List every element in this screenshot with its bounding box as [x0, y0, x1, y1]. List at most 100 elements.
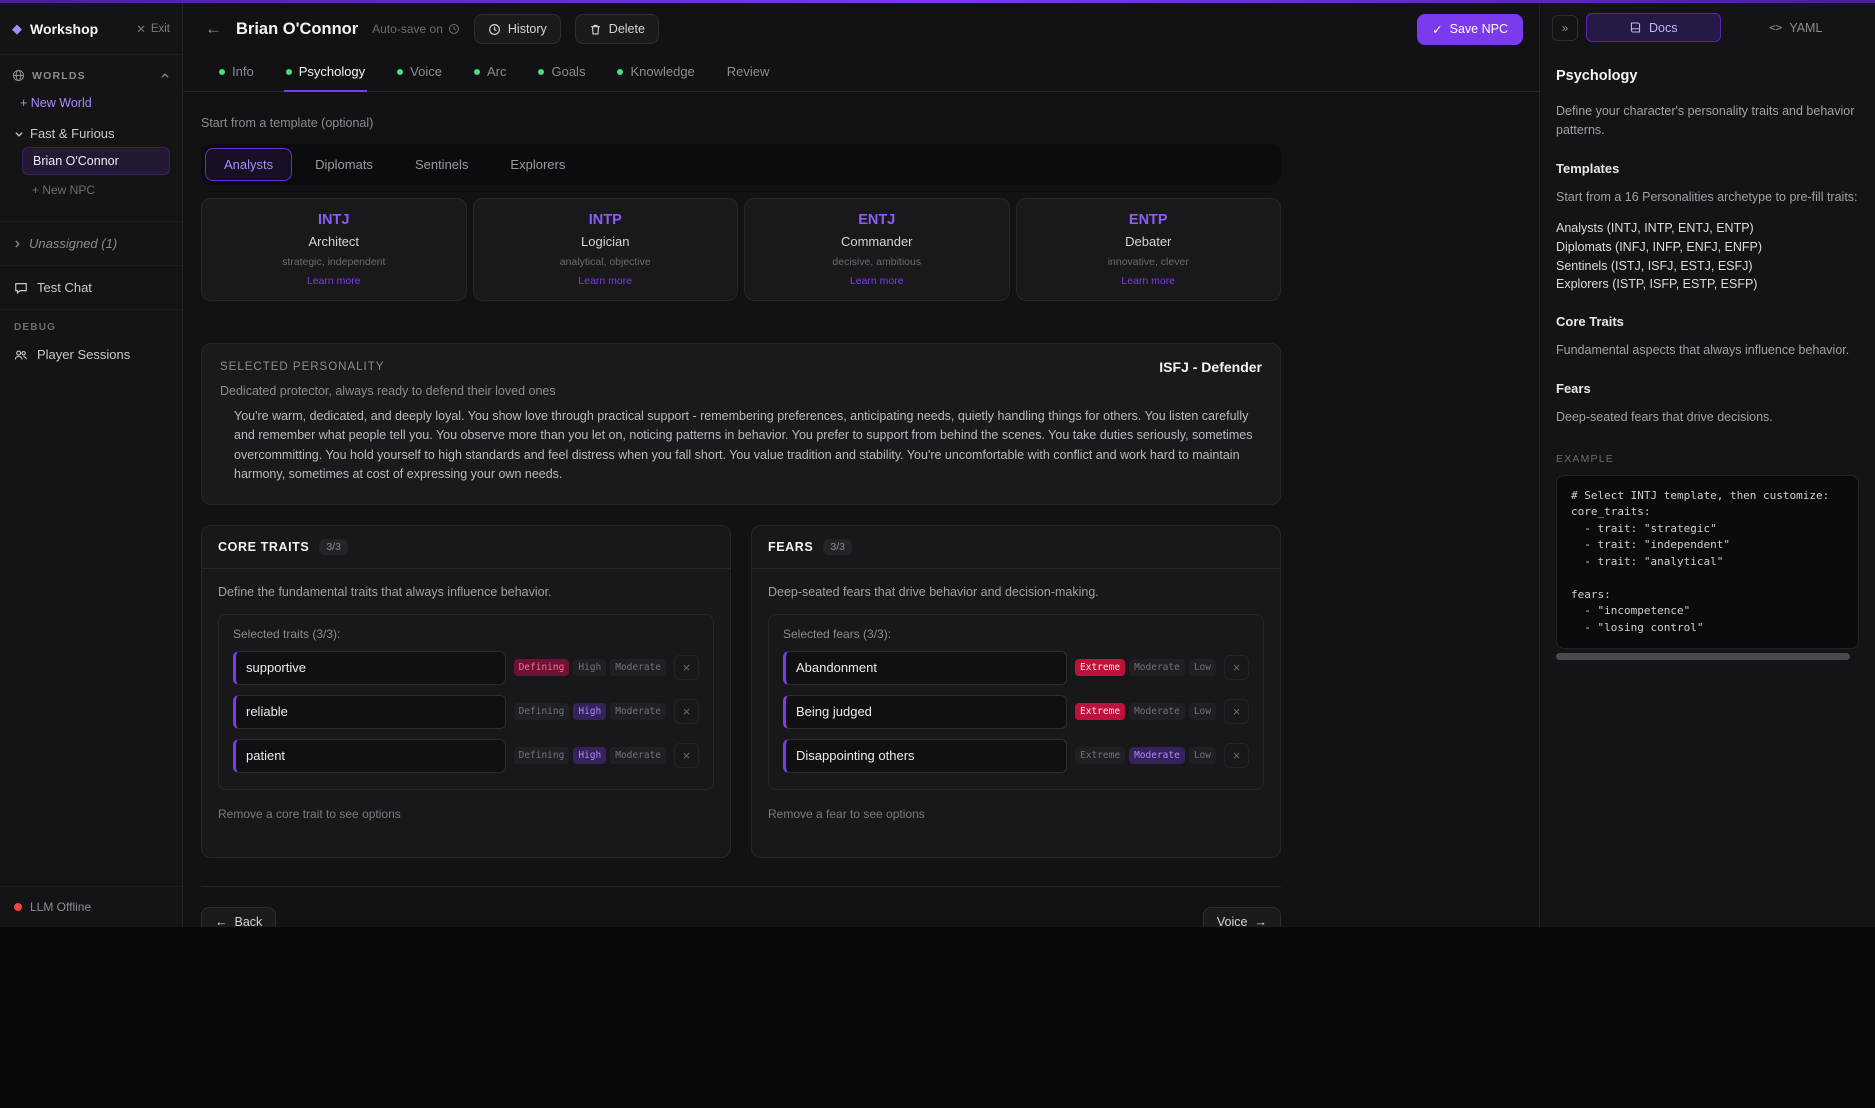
personality-description: You're warm, dedicated, and deeply loyal… — [234, 409, 1253, 482]
intensity-badge-low[interactable]: Low — [1188, 659, 1216, 676]
category-tab-sentinels[interactable]: Sentinels — [414, 157, 469, 172]
docs-intro: Define your character's personality trai… — [1556, 104, 1855, 138]
status-offline-dot — [14, 903, 22, 911]
trait-input-reliable[interactable]: reliable — [233, 694, 506, 729]
tab-status-dot — [219, 68, 225, 75]
worlds-section-header[interactable]: WORLDS — [12, 69, 170, 82]
intensity-badge-low[interactable]: Low — [1188, 747, 1216, 764]
back-step-button[interactable]: ← Back — [201, 906, 277, 928]
trait-input-patient[interactable]: patient — [233, 738, 506, 773]
back-arrow-button[interactable]: ← — [205, 19, 222, 38]
tab-review[interactable]: Review — [726, 64, 770, 79]
arrow-right-icon: → — [1254, 914, 1268, 928]
core-traits-title: CORE TRAITS — [218, 539, 310, 554]
intensity-badge-high[interactable]: High — [573, 659, 607, 676]
fear-row: Being judged Extreme Moderate Low × — [783, 694, 1249, 729]
template-card-intp[interactable]: INTP Logician analytical, objective Lear… — [472, 198, 738, 301]
docs-panel: » Docs <> YAML Psychology Define your ch… — [1539, 3, 1875, 927]
users-icon — [14, 350, 27, 359]
intensity-badge-defining[interactable]: Defining — [513, 659, 570, 676]
learn-more-link[interactable]: Learn more — [1121, 275, 1176, 287]
intensity-badge-defining[interactable]: Defining — [513, 703, 570, 720]
fear-row: Disappointing others Extreme Moderate Lo… — [783, 738, 1249, 773]
trait-row: patient Defining High Moderate × — [233, 738, 699, 773]
tab-voice[interactable]: Voice — [395, 55, 444, 92]
intensity-badge-defining[interactable]: Defining — [513, 747, 570, 764]
exit-button[interactable]: ✕ Exit — [136, 22, 170, 36]
intensity-badge-moderate[interactable]: Moderate — [1129, 659, 1185, 676]
tab-knowledge[interactable]: Knowledge — [615, 55, 696, 92]
core-traits-count-badge: 3/3 — [319, 538, 348, 555]
new-npc-button[interactable]: + New NPC — [32, 183, 96, 197]
intensity-badge-extreme[interactable]: Extreme — [1075, 659, 1126, 676]
remove-fear-button[interactable]: × — [1224, 699, 1249, 724]
save-npc-button[interactable]: ✓ Save NPC — [1417, 13, 1523, 45]
remove-fear-button[interactable]: × — [1224, 743, 1249, 768]
category-tab-explorers[interactable]: Explorers — [510, 157, 566, 172]
remove-trait-button[interactable]: × — [674, 699, 699, 724]
intensity-badge-extreme[interactable]: Extreme — [1075, 747, 1126, 764]
category-tab-diplomats[interactable]: Diplomats — [315, 157, 373, 172]
tab-docs[interactable]: Docs — [1586, 13, 1721, 42]
remove-trait-button[interactable]: × — [674, 655, 699, 680]
docs-templates-heading: Templates — [1556, 160, 1620, 176]
intensity-badge-extreme[interactable]: Extreme — [1075, 703, 1126, 720]
npc-item-selected[interactable]: Brian O'Connor — [22, 147, 170, 175]
tab-info[interactable]: Info — [217, 55, 256, 92]
player-sessions-button[interactable]: Player Sessions — [0, 345, 182, 376]
docs-core-traits-body: Fundamental aspects that always influenc… — [1556, 343, 1850, 358]
learn-more-link[interactable]: Learn more — [306, 275, 361, 287]
template-card-entp[interactable]: ENTP Debater innovative, clever Learn mo… — [1015, 198, 1281, 301]
trait-input-supportive[interactable]: supportive — [233, 650, 506, 685]
learn-more-link[interactable]: Learn more — [849, 275, 904, 287]
chevron-up-icon[interactable] — [160, 71, 170, 81]
fear-input-abandonment[interactable]: Abandonment — [783, 650, 1068, 685]
npc-tab-bar: Info Psychology Voice Arc Goals Knowledg… — [183, 55, 1539, 92]
world-item-fast-furious[interactable]: Fast & Furious — [14, 126, 170, 141]
remove-trait-button[interactable]: × — [674, 743, 699, 768]
core-traits-description: Define the fundamental traits that alway… — [218, 584, 552, 599]
chevron-right-icon — [15, 239, 20, 248]
docs-templates-intro: Start from a 16 Personalities archetype … — [1556, 189, 1858, 204]
intensity-badge-low[interactable]: Low — [1188, 703, 1216, 720]
tab-psychology[interactable]: Psychology — [283, 55, 368, 92]
learn-more-link[interactable]: Learn more — [578, 275, 633, 287]
fear-input-being-judged[interactable]: Being judged — [783, 694, 1068, 729]
unassigned-group[interactable]: Unassigned (1) — [0, 221, 182, 265]
selected-personality-label: SELECTED PERSONALITY — [220, 361, 385, 373]
intensity-badge-moderate[interactable]: Moderate — [610, 703, 666, 720]
delete-button[interactable]: Delete — [574, 14, 659, 44]
intensity-badge-moderate[interactable]: Moderate — [1129, 747, 1185, 764]
code-brackets-icon: <> — [1769, 21, 1783, 34]
docs-title: Psychology — [1556, 68, 1638, 84]
tab-yaml[interactable]: <> YAML — [1769, 20, 1823, 35]
intensity-badge-moderate[interactable]: Moderate — [1129, 703, 1185, 720]
new-world-button[interactable]: + New World — [20, 96, 92, 110]
template-card-intj[interactable]: INTJ Architect strategic, independent Le… — [201, 198, 467, 301]
tab-arc[interactable]: Arc — [472, 55, 509, 92]
intensity-badge-moderate[interactable]: Moderate — [610, 659, 666, 676]
intensity-badge-moderate[interactable]: Moderate — [610, 747, 666, 764]
remove-fear-button[interactable]: × — [1224, 655, 1249, 680]
intensity-badge-high[interactable]: High — [573, 747, 607, 764]
arrow-left-icon: ← — [215, 914, 228, 928]
history-button[interactable]: History — [473, 14, 561, 44]
next-step-voice-button[interactable]: Voice → — [1202, 906, 1281, 928]
collapse-panel-button[interactable]: » — [1552, 14, 1578, 41]
test-chat-button[interactable]: Test Chat — [0, 265, 182, 309]
tab-status-dot — [538, 68, 545, 75]
template-card-entj[interactable]: ENTJ Commander decisive, ambitious Learn… — [744, 198, 1010, 301]
fear-input-disappointing-others[interactable]: Disappointing others — [783, 738, 1068, 773]
debug-section-label: DEBUG — [14, 322, 57, 333]
intensity-badge-high[interactable]: High — [573, 703, 607, 720]
code-horizontal-scrollbar[interactable] — [1556, 653, 1850, 661]
template-cards: INTJ Architect strategic, independent Le… — [201, 198, 1281, 301]
trait-row: supportive Defining High Moderate × — [233, 650, 699, 685]
fears-title: FEARS — [768, 539, 814, 554]
tab-status-dot — [397, 68, 404, 75]
tab-goals[interactable]: Goals — [536, 55, 587, 92]
accent-top-bar — [0, 0, 1875, 3]
category-tab-analysts[interactable]: Analysts — [205, 148, 293, 181]
docs-core-traits-heading: Core Traits — [1556, 314, 1624, 330]
selected-personality-value: ISFJ - Defender — [1159, 359, 1262, 375]
